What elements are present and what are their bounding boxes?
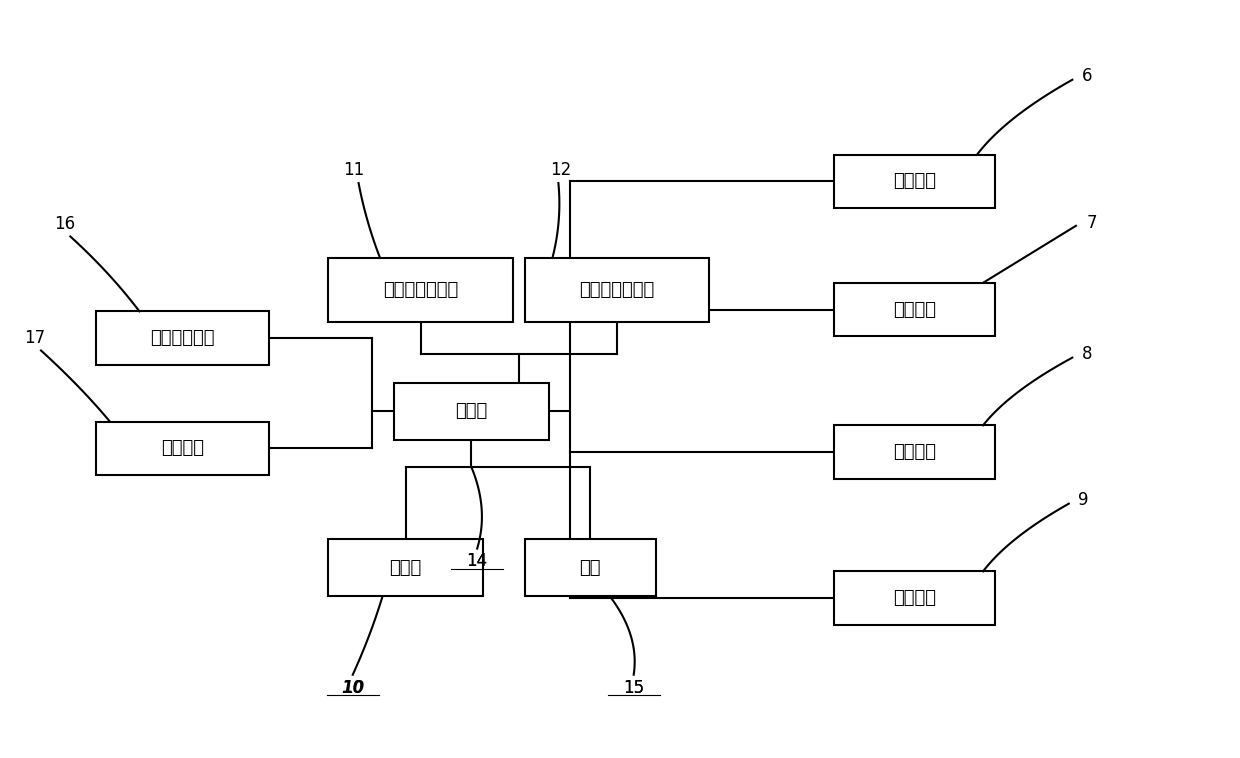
FancyBboxPatch shape [835,155,994,208]
FancyBboxPatch shape [835,283,994,337]
Text: 指令输入模块: 指令输入模块 [150,329,215,347]
Text: 第四阀门: 第四阀门 [893,589,936,607]
Text: 12: 12 [551,161,572,179]
Text: 14: 14 [466,553,487,571]
FancyBboxPatch shape [525,540,656,597]
Text: 输送泵: 输送泵 [389,559,422,577]
Text: 17: 17 [25,329,46,346]
FancyBboxPatch shape [835,425,994,479]
Text: 9: 9 [1078,491,1089,509]
Text: 6: 6 [1081,67,1092,85]
Text: 10: 10 [342,678,363,697]
Text: 8: 8 [1081,345,1092,363]
Text: 第二压力传感器: 第二压力传感器 [579,281,655,299]
Text: 15: 15 [624,678,645,697]
Text: 14: 14 [466,553,487,571]
FancyBboxPatch shape [394,383,548,440]
FancyBboxPatch shape [329,258,513,322]
FancyBboxPatch shape [97,421,269,475]
Text: 显示模块: 显示模块 [161,440,205,458]
Text: 7: 7 [1086,214,1096,232]
Text: 第三阀门: 第三阀门 [893,443,936,461]
Text: 16: 16 [53,215,74,233]
FancyBboxPatch shape [97,312,269,365]
Text: 15: 15 [624,678,645,697]
Text: 第一压力传感器: 第一压力传感器 [383,281,459,299]
FancyBboxPatch shape [525,258,709,322]
FancyBboxPatch shape [329,540,484,597]
Text: 第二阀门: 第二阀门 [893,300,936,318]
Text: 10: 10 [341,678,365,697]
Text: 11: 11 [343,161,365,179]
Text: 第一阀门: 第一阀门 [893,172,936,190]
Text: 电源: 电源 [579,559,601,577]
Text: 控制器: 控制器 [455,402,487,420]
FancyBboxPatch shape [835,572,994,625]
